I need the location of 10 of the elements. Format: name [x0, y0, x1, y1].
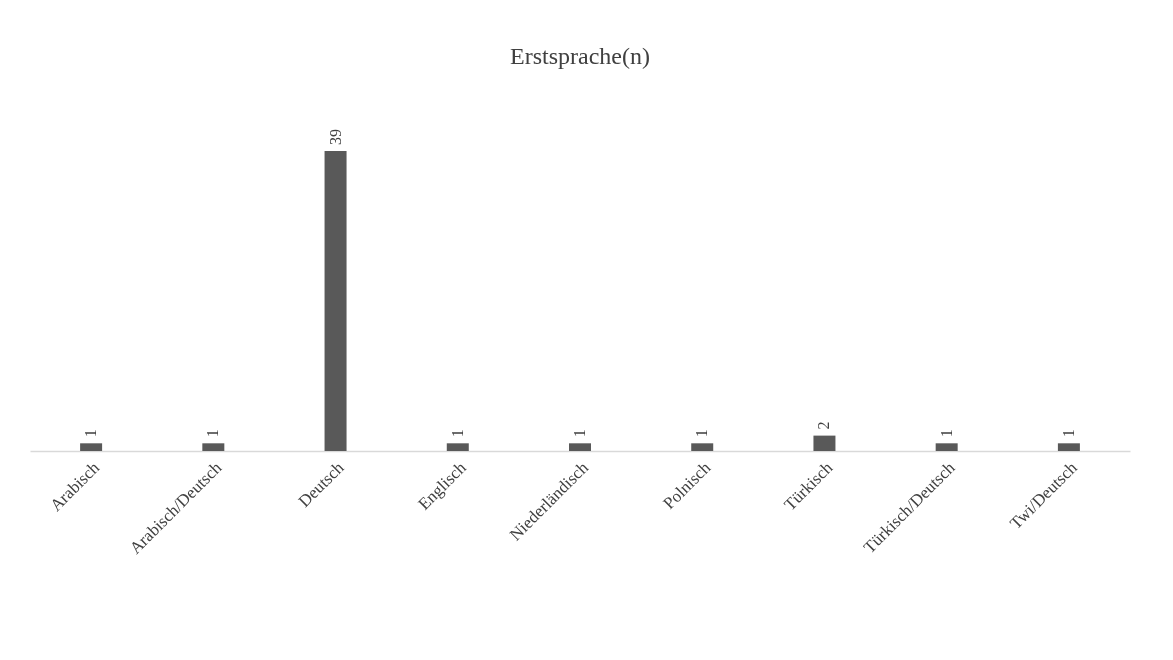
data-label: 1	[937, 429, 955, 438]
data-label: 2	[815, 421, 833, 430]
data-label: 1	[204, 429, 222, 438]
data-label: 39	[326, 129, 344, 145]
chart-title: Erstsprache(n)	[510, 43, 650, 69]
data-label: 1	[448, 429, 466, 438]
data-label: 1	[82, 429, 100, 438]
data-label: 1	[1059, 429, 1077, 438]
data-label: 1	[571, 429, 588, 438]
data-label: 1	[693, 429, 711, 438]
